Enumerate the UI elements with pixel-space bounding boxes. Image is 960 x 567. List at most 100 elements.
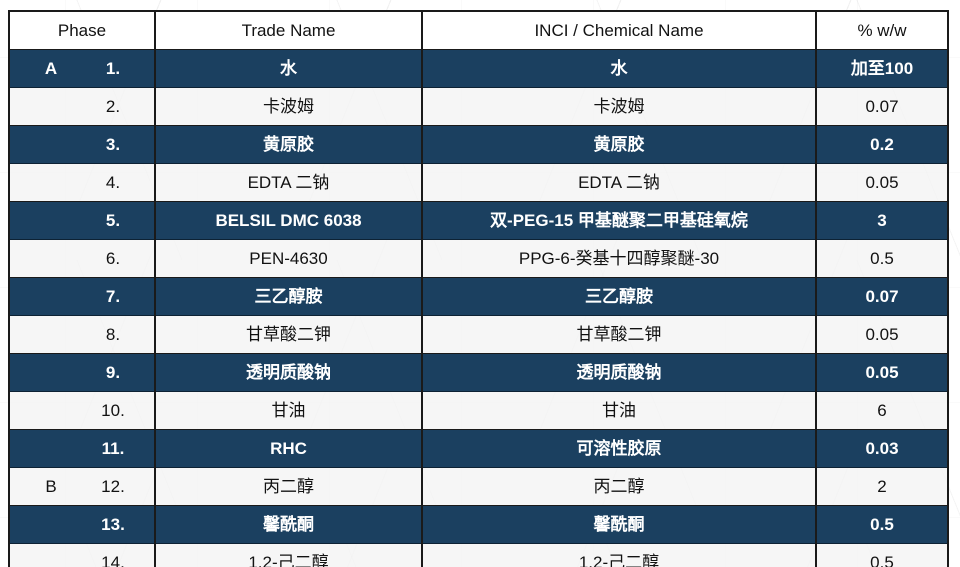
column-header-trade-name: Trade Name bbox=[155, 11, 423, 50]
cell-percent-ww: 2 bbox=[816, 467, 948, 506]
cell-phase: A 1. bbox=[9, 49, 156, 88]
cell-trade-name: 三乙醇胺 bbox=[155, 277, 423, 316]
table-row: 13. 馨酰酮 馨酰酮 0.5 bbox=[9, 505, 948, 544]
cell-trade-name: 馨酰酮 bbox=[155, 505, 423, 544]
table-row: B 12. 丙二醇 丙二醇 2 bbox=[9, 467, 948, 506]
cell-inci-name-text: 双-PEG-15 甲基醚聚二甲基硅氧烷 bbox=[490, 211, 748, 230]
cell-percent-ww: 0.2 bbox=[816, 125, 948, 164]
cell-inci-name-text: 水 bbox=[610, 59, 628, 78]
cell-inci-name-text: 三乙醇胺 bbox=[585, 287, 653, 306]
phase-letter: A bbox=[44, 58, 58, 78]
phase-letter: B bbox=[45, 476, 57, 496]
cell-percent-ww-text: 0.5 bbox=[870, 249, 894, 268]
cell-inci-name-text: 甘草酸二钾 bbox=[576, 325, 662, 344]
table-row: 4. EDTA 二钠 EDTA 二钠 0.05 bbox=[9, 163, 948, 202]
cell-percent-ww-text: 0.5 bbox=[870, 515, 894, 534]
table-row: 3. 黄原胶 黄原胶 0.2 bbox=[9, 125, 948, 164]
phase-cell-inner: 8. bbox=[10, 316, 153, 353]
cell-inci-name: 1,2-己二醇 bbox=[422, 543, 817, 567]
table-row: A 1. 水 水 加至100 bbox=[9, 49, 948, 88]
phase-cell-inner: A 1. bbox=[10, 50, 153, 87]
phase-cell-inner: 2. bbox=[10, 88, 153, 125]
cell-trade-name-text: RHC bbox=[270, 439, 307, 458]
cell-percent-ww-text: 加至100 bbox=[850, 59, 914, 78]
cell-percent-ww: 3 bbox=[816, 201, 948, 240]
cell-phase: 5. bbox=[9, 201, 156, 240]
table-row: 5. BELSIL DMC 6038 双-PEG-15 甲基醚聚二甲基硅氧烷 3 bbox=[9, 201, 948, 240]
cell-percent-ww-text: 0.05 bbox=[865, 325, 899, 344]
cell-percent-ww-text: 6 bbox=[877, 401, 887, 420]
phase-index: 9. bbox=[105, 362, 121, 382]
cell-trade-name-text: 甘草酸二钾 bbox=[246, 325, 331, 344]
cell-trade-name: BELSIL DMC 6038 bbox=[155, 201, 423, 240]
cell-inci-name-text: 1,2-己二醇 bbox=[578, 553, 660, 567]
cell-trade-name-text: PEN-4630 bbox=[249, 249, 328, 268]
cell-phase: 8. bbox=[9, 315, 156, 354]
cell-trade-name-text: 透明质酸钠 bbox=[246, 363, 331, 382]
cell-percent-ww-text: 0.07 bbox=[865, 97, 899, 116]
phase-index: 12. bbox=[101, 476, 125, 496]
cell-percent-ww-text: 0.03 bbox=[865, 439, 899, 458]
cell-inci-name-text: 馨酰酮 bbox=[593, 515, 645, 534]
cell-phase: 6. bbox=[9, 239, 156, 278]
column-header-percent-ww: % w/w bbox=[816, 11, 948, 50]
cell-trade-name-text: 三乙醇胺 bbox=[254, 287, 323, 306]
cell-inci-name: 黄原胶 bbox=[422, 125, 817, 164]
cell-trade-name: PEN-4630 bbox=[155, 239, 423, 278]
cell-trade-name: 1,2-己二醇 bbox=[155, 543, 423, 567]
cell-phase: 13. bbox=[9, 505, 156, 544]
cell-inci-name: 馨酰酮 bbox=[422, 505, 817, 544]
header-row: Phase Trade Name INCI / Chemical Name % … bbox=[9, 11, 948, 50]
phase-cell-inner: 5. bbox=[10, 202, 153, 239]
phase-cell-inner: B 12. bbox=[10, 468, 153, 505]
cell-percent-ww-text: 0.5 bbox=[870, 553, 894, 567]
phase-index: 4. bbox=[105, 172, 121, 192]
column-header-phase: Phase bbox=[9, 11, 156, 50]
cell-percent-ww: 0.05 bbox=[816, 353, 948, 392]
phase-cell-inner: 11. bbox=[10, 430, 153, 467]
cell-inci-name-text: EDTA 二钠 bbox=[578, 173, 660, 192]
cell-trade-name-text: 黄原胶 bbox=[263, 135, 314, 154]
cell-inci-name: 双-PEG-15 甲基醚聚二甲基硅氧烷 bbox=[422, 201, 817, 240]
cell-inci-name-text: 甘油 bbox=[602, 401, 636, 420]
phase-index: 7. bbox=[105, 286, 121, 306]
cell-inci-name: 可溶性胶原 bbox=[422, 429, 817, 468]
cell-inci-name: 水 bbox=[422, 49, 817, 88]
cell-trade-name: RHC bbox=[155, 429, 423, 468]
phase-index: 5. bbox=[105, 210, 121, 230]
cell-phase: 7. bbox=[9, 277, 156, 316]
phase-cell-inner: 13. bbox=[10, 506, 153, 543]
phase-cell-inner: 7. bbox=[10, 278, 153, 315]
phase-cell-inner: 14. bbox=[10, 544, 153, 567]
cell-inci-name: 甘草酸二钾 bbox=[422, 315, 817, 354]
cell-inci-name: 丙二醇 bbox=[422, 467, 817, 506]
cell-trade-name-text: 丙二醇 bbox=[263, 477, 314, 496]
cell-percent-ww-text: 3 bbox=[877, 211, 887, 230]
phase-index: 2. bbox=[105, 96, 121, 116]
cell-inci-name: 三乙醇胺 bbox=[422, 277, 817, 316]
cell-percent-ww-text: 0.07 bbox=[865, 287, 899, 306]
cell-percent-ww: 0.5 bbox=[816, 543, 948, 567]
formulation-table: Phase Trade Name INCI / Chemical Name % … bbox=[8, 10, 949, 567]
cell-phase: 4. bbox=[9, 163, 156, 202]
cell-phase: 9. bbox=[9, 353, 156, 392]
cell-percent-ww: 0.5 bbox=[816, 239, 948, 278]
cell-percent-ww-text: 0.05 bbox=[865, 173, 899, 192]
cell-percent-ww: 0.5 bbox=[816, 505, 948, 544]
cell-trade-name-text: 1,2-己二醇 bbox=[248, 553, 329, 567]
cell-phase: 2. bbox=[9, 87, 156, 126]
phase-cell-inner: 6. bbox=[10, 240, 153, 277]
cell-percent-ww-text: 0.05 bbox=[865, 363, 899, 382]
phase-index: 11. bbox=[101, 438, 125, 458]
cell-inci-name: 卡波姆 bbox=[422, 87, 817, 126]
table-row: 11. RHC 可溶性胶原 0.03 bbox=[9, 429, 948, 468]
phase-index: 6. bbox=[105, 248, 121, 268]
cell-inci-name: 甘油 bbox=[422, 391, 817, 430]
cell-inci-name-text: 可溶性胶原 bbox=[576, 439, 662, 458]
column-header-inci-chemical-name: INCI / Chemical Name bbox=[422, 11, 817, 50]
phase-index: 8. bbox=[105, 324, 121, 344]
cell-percent-ww: 0.07 bbox=[816, 87, 948, 126]
table-row: 7. 三乙醇胺 三乙醇胺 0.07 bbox=[9, 277, 948, 316]
cell-percent-ww-text: 0.2 bbox=[870, 135, 894, 154]
cell-percent-ww: 0.07 bbox=[816, 277, 948, 316]
